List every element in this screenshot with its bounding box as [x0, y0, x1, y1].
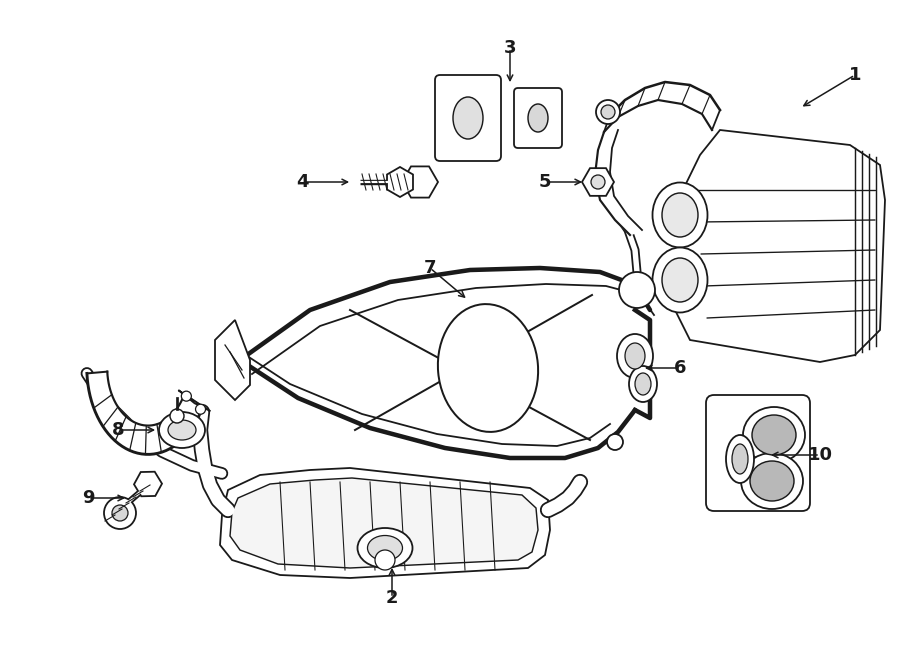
Ellipse shape [652, 183, 707, 248]
Polygon shape [230, 478, 538, 568]
Ellipse shape [367, 536, 402, 561]
Polygon shape [215, 320, 250, 400]
Ellipse shape [168, 420, 196, 440]
Ellipse shape [652, 248, 707, 312]
Polygon shape [220, 468, 550, 578]
Circle shape [375, 550, 395, 570]
Circle shape [112, 505, 128, 521]
Circle shape [195, 404, 205, 414]
Text: 1: 1 [849, 66, 861, 84]
Ellipse shape [629, 366, 657, 402]
Ellipse shape [528, 104, 548, 132]
Ellipse shape [752, 415, 796, 455]
Ellipse shape [453, 97, 483, 139]
Ellipse shape [357, 528, 412, 568]
Circle shape [619, 272, 655, 308]
Ellipse shape [662, 258, 698, 302]
Ellipse shape [743, 407, 805, 463]
FancyBboxPatch shape [435, 75, 501, 161]
Circle shape [182, 391, 192, 401]
Polygon shape [240, 268, 650, 458]
Ellipse shape [750, 461, 794, 501]
Text: 10: 10 [807, 446, 833, 464]
Polygon shape [675, 130, 885, 362]
Text: 6: 6 [674, 359, 686, 377]
Text: 4: 4 [296, 173, 309, 191]
Ellipse shape [617, 334, 653, 378]
Circle shape [104, 497, 136, 529]
Circle shape [601, 105, 615, 119]
Text: 3: 3 [504, 39, 517, 57]
Text: 2: 2 [386, 589, 399, 607]
FancyBboxPatch shape [514, 88, 562, 148]
Ellipse shape [662, 193, 698, 237]
Ellipse shape [438, 304, 538, 432]
Circle shape [591, 175, 605, 189]
Polygon shape [87, 371, 202, 454]
Ellipse shape [726, 435, 754, 483]
Ellipse shape [741, 453, 803, 509]
Text: 5: 5 [539, 173, 551, 191]
Ellipse shape [732, 444, 748, 474]
Text: 7: 7 [424, 259, 436, 277]
Polygon shape [595, 130, 642, 235]
Polygon shape [604, 82, 720, 132]
Circle shape [596, 100, 620, 124]
Polygon shape [178, 390, 211, 411]
FancyBboxPatch shape [706, 395, 810, 511]
Circle shape [170, 409, 184, 423]
Text: 8: 8 [112, 421, 124, 439]
Text: 9: 9 [82, 489, 94, 507]
Ellipse shape [625, 343, 645, 369]
Circle shape [607, 434, 623, 450]
Ellipse shape [635, 373, 651, 395]
Ellipse shape [159, 412, 205, 448]
